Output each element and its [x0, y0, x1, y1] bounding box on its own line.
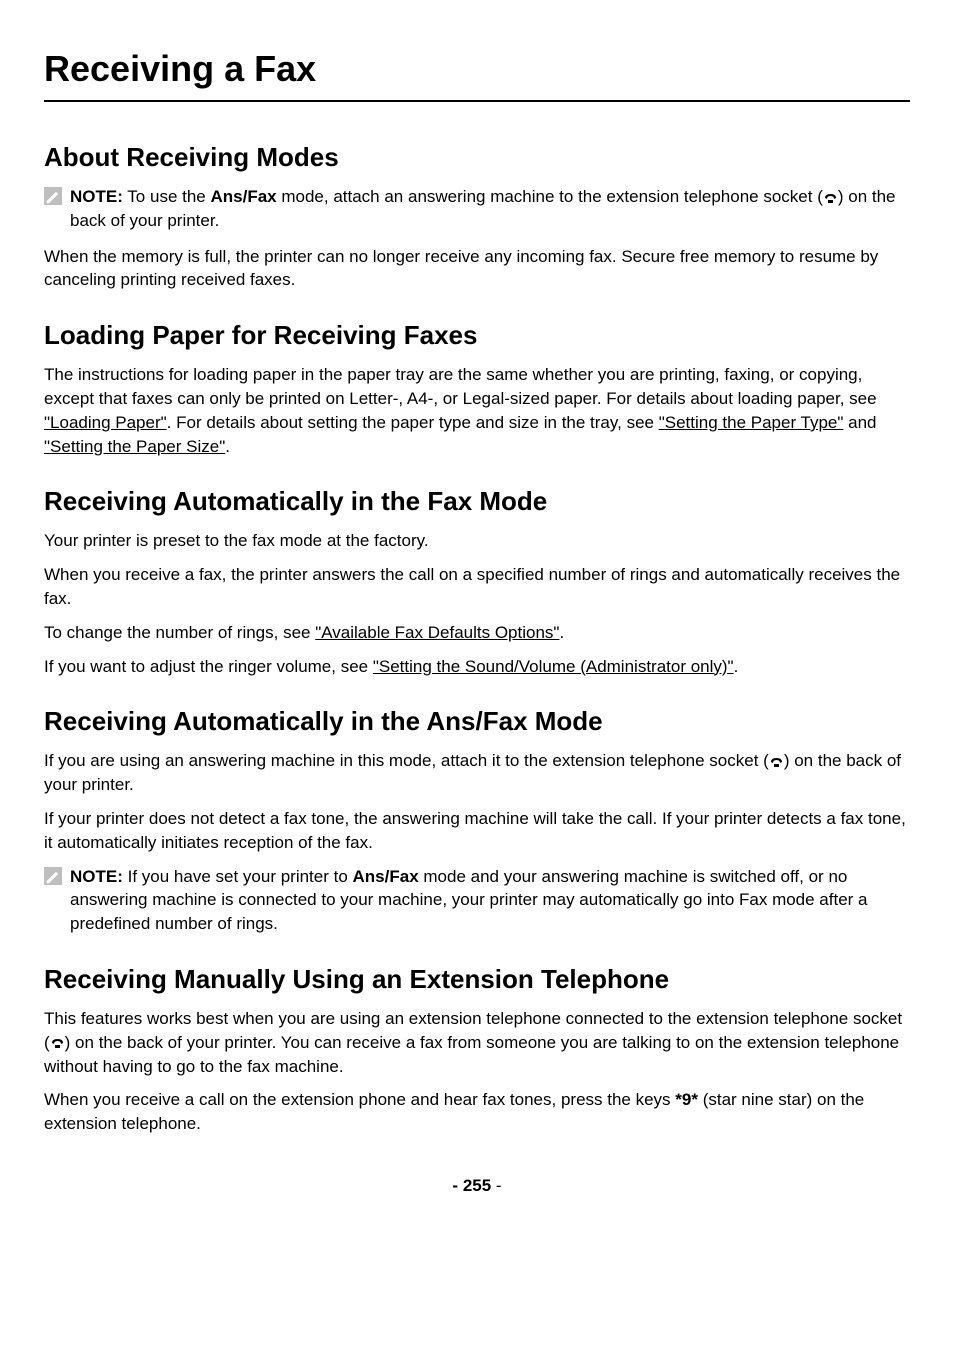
text-part: If you want to adjust the ringer volume,… [44, 657, 373, 676]
text-part: The instructions for loading paper in th… [44, 365, 877, 408]
note-ansfax-bold: Ans/Fax [210, 187, 276, 206]
phone-socket-icon [823, 191, 838, 205]
phone-socket-icon [769, 755, 784, 769]
text-part: . For details about setting the paper ty… [167, 413, 659, 432]
star-nine-star: *9* [675, 1090, 698, 1109]
page-title: Receiving a Fax [44, 48, 910, 102]
section-manual-ext-heading: Receiving Manually Using an Extension Te… [44, 964, 910, 995]
note-text-part: If you have set your printer to [123, 867, 353, 886]
section-about-receiving-heading: About Receiving Modes [44, 142, 910, 173]
link-paper-type[interactable]: "Setting the Paper Type" [659, 413, 844, 432]
pencil-note-icon [44, 867, 62, 885]
text-part: When you receive a call on the extension… [44, 1090, 675, 1109]
link-paper-size[interactable]: "Setting the Paper Size" [44, 437, 225, 456]
body-manual-keys: When you receive a call on the extension… [44, 1088, 910, 1136]
note-label: NOTE: [70, 867, 123, 886]
section-loading-paper-heading: Loading Paper for Receiving Faxes [44, 320, 910, 351]
body-ringer-volume: If you want to adjust the ringer volume,… [44, 655, 910, 679]
link-sound-volume[interactable]: "Setting the Sound/Volume (Administrator… [373, 657, 734, 676]
text-part: ) on the back of your printer. You can r… [44, 1033, 899, 1076]
body-ansfax-attach: If you are using an answering machine in… [44, 749, 910, 797]
section-auto-ansfax-heading: Receiving Automatically in the Ans/Fax M… [44, 706, 910, 737]
body-ansfax-detect: If your printer does not detect a fax to… [44, 807, 910, 855]
text-part: To change the number of rings, see [44, 623, 315, 642]
pencil-note-icon [44, 187, 62, 205]
note-text-part: To use the [123, 187, 211, 206]
section-auto-fax-heading: Receiving Automatically in the Fax Mode [44, 486, 910, 517]
note-label: NOTE: [70, 187, 123, 206]
body-receive-fax: When you receive a fax, the printer answ… [44, 563, 910, 611]
body-preset-fax: Your printer is preset to the fax mode a… [44, 529, 910, 553]
body-change-rings: To change the number of rings, see "Avai… [44, 621, 910, 645]
page-num-suffix: - [491, 1176, 501, 1195]
note-text-part: mode, attach an answering machine to the… [277, 187, 823, 206]
text-part: . [734, 657, 739, 676]
body-manual-ext: This features works best when you are us… [44, 1007, 910, 1078]
text-part: . [225, 437, 230, 456]
link-fax-defaults[interactable]: "Available Fax Defaults Options" [315, 623, 559, 642]
link-loading-paper[interactable]: "Loading Paper" [44, 413, 167, 432]
note-about-receiving: NOTE: To use the Ans/Fax mode, attach an… [44, 185, 910, 233]
page-number: - 255 - [44, 1176, 910, 1196]
body-memory-full: When the memory is full, the printer can… [44, 245, 910, 293]
text-part: If you are using an answering machine in… [44, 751, 769, 770]
note-ansfax-bold: Ans/Fax [353, 867, 419, 886]
text-part: . [559, 623, 564, 642]
text-part: and [843, 413, 876, 432]
page-num-value: 255 [463, 1176, 491, 1195]
body-loading-paper: The instructions for loading paper in th… [44, 363, 910, 458]
phone-socket-icon [50, 1036, 65, 1050]
note-ansfax: NOTE: If you have set your printer to An… [44, 865, 910, 936]
page-num-prefix: - [452, 1176, 462, 1195]
